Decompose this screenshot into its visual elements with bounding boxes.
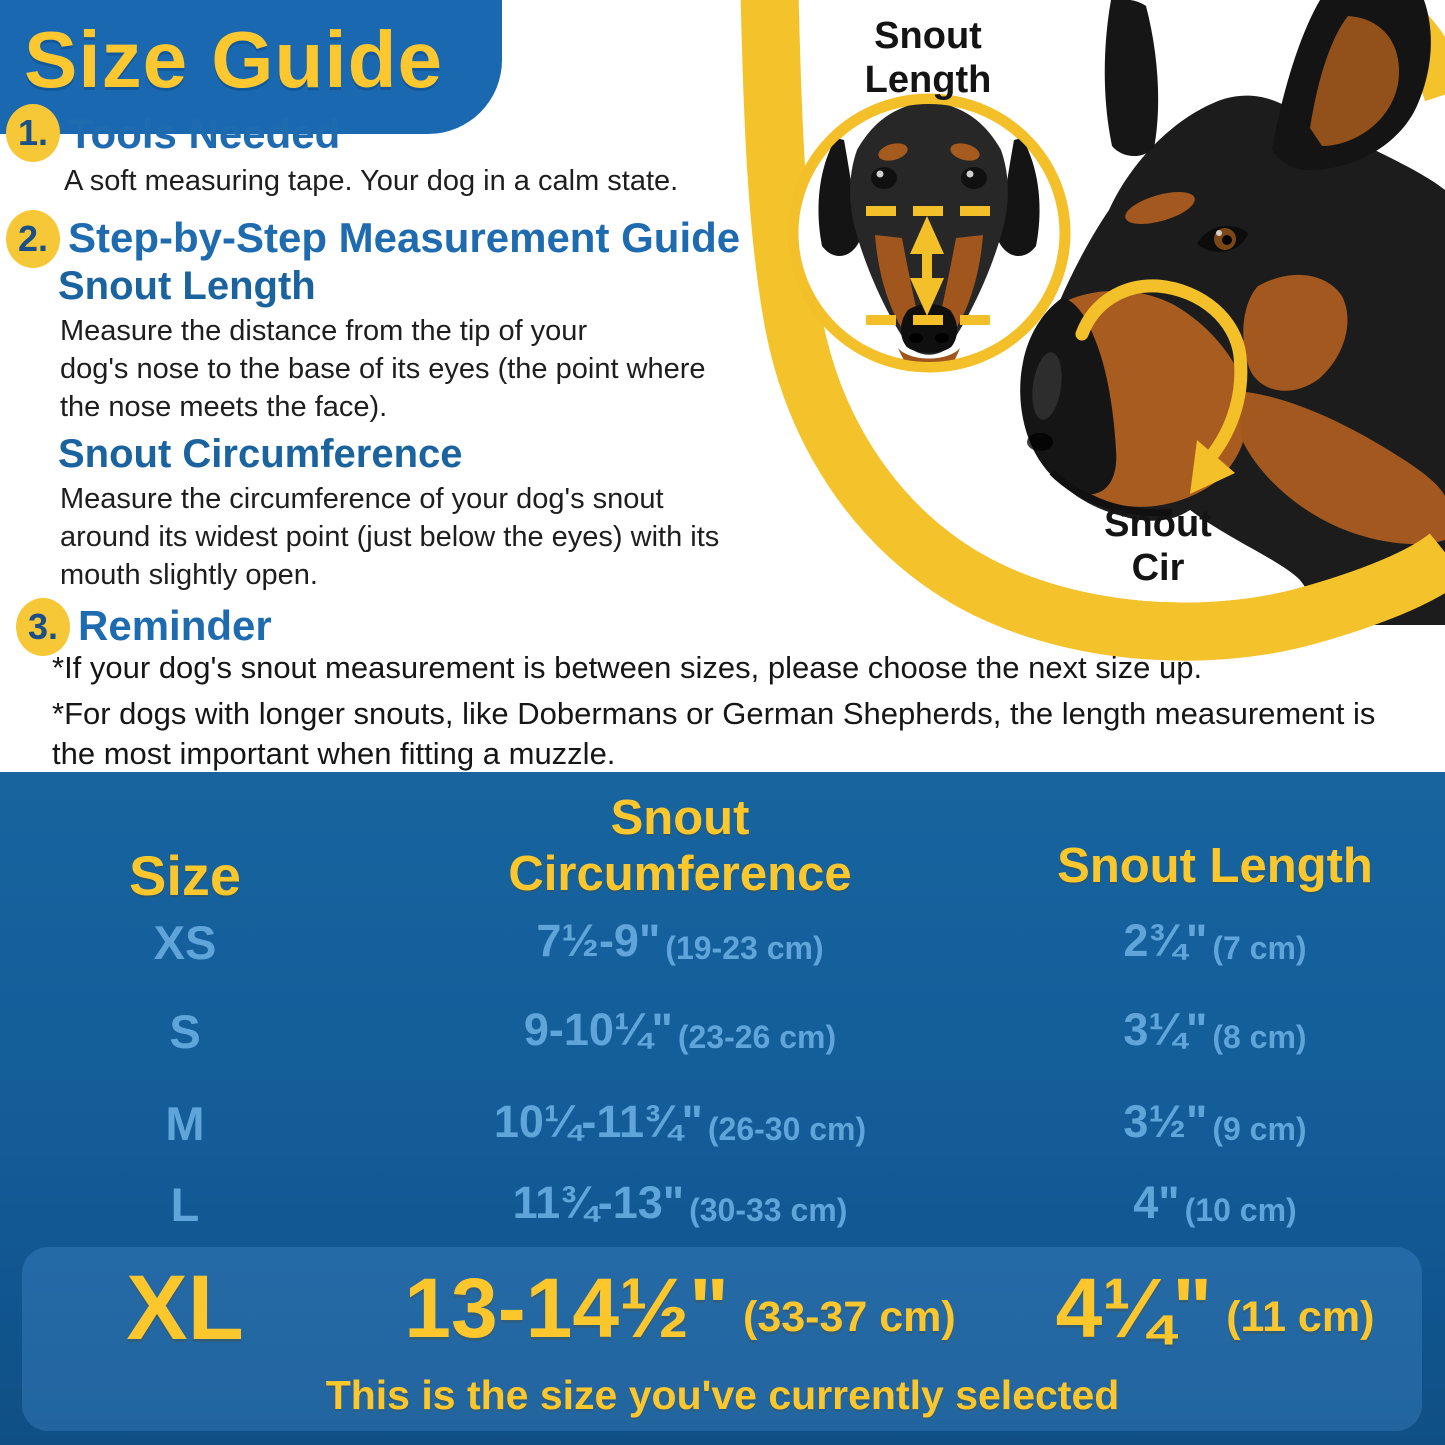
selected-size-circumference: 13-14½" (33-37 cm)	[404, 1261, 956, 1355]
tools-body-text: A soft measuring tape. Your dog in a cal…	[64, 165, 679, 197]
snout-length-label: Snout Length	[864, 15, 992, 101]
step-heading-measurement: Step-by-Step Measurement Guide	[68, 214, 741, 261]
step-heading-tools: Tools Needed	[68, 110, 341, 157]
snout-circumference-heading: Snout Circumference	[58, 432, 463, 476]
snout-length-body-text: Measure the distance from the tip of you…	[60, 315, 706, 423]
snout-cir-label: Snout Cir	[1104, 503, 1212, 589]
step-number-2: 2.	[6, 210, 60, 268]
selected-size-row	[22, 1247, 1422, 1431]
step-number-3: 3.	[16, 598, 70, 656]
doberman-photo	[1020, 0, 1445, 625]
size-row-xs: XS 7½-9" (19-23 cm) 2¾" (7 cm)	[153, 915, 1307, 969]
snout-circumference-body-text: Measure the circumference of your dog's …	[60, 483, 720, 591]
circumference-arrow-icon	[1075, 279, 1248, 494]
length-arrow-icon	[910, 216, 944, 316]
selected-size-note: This is the size you've currently select…	[325, 1372, 1120, 1418]
column-header-length: Snout Length	[1057, 839, 1373, 893]
page-title: Size Guide	[24, 15, 443, 104]
near-ear	[1104, 0, 1159, 156]
yellow-swoosh-front	[949, 532, 1445, 661]
selected-size-length: 4¼" (11 cm)	[1055, 1261, 1375, 1355]
column-header-size: Size	[128, 844, 242, 907]
snout-length-diagram	[787, 93, 1071, 373]
size-row-l: L 11¾-13" (30-33 cm) 4" (10 cm)	[170, 1177, 1297, 1231]
reminder-note-2: *For dogs with longer snouts, like Dober…	[52, 696, 1376, 771]
selected-size-label: XL	[126, 1257, 244, 1359]
step-heading-reminder: Reminder	[78, 602, 272, 649]
column-header-circumference: Snout Circumference	[508, 791, 852, 901]
size-table	[0, 772, 1445, 1445]
size-guide-banner: Size Guide	[0, 0, 502, 134]
size-row-m: M 10¼-11¾" (26-30 cm) 3½" (9 cm)	[165, 1096, 1307, 1150]
snout-length-heading: Snout Length	[58, 264, 316, 308]
reminder-note-1: *If your dog's snout measurement is betw…	[52, 650, 1203, 685]
step-number-1: 1.	[6, 104, 60, 162]
decorative-artwork	[740, 0, 1445, 661]
size-row-s: S 9-10¼" (23-26 cm) 3¼" (8 cm)	[169, 1004, 1307, 1058]
